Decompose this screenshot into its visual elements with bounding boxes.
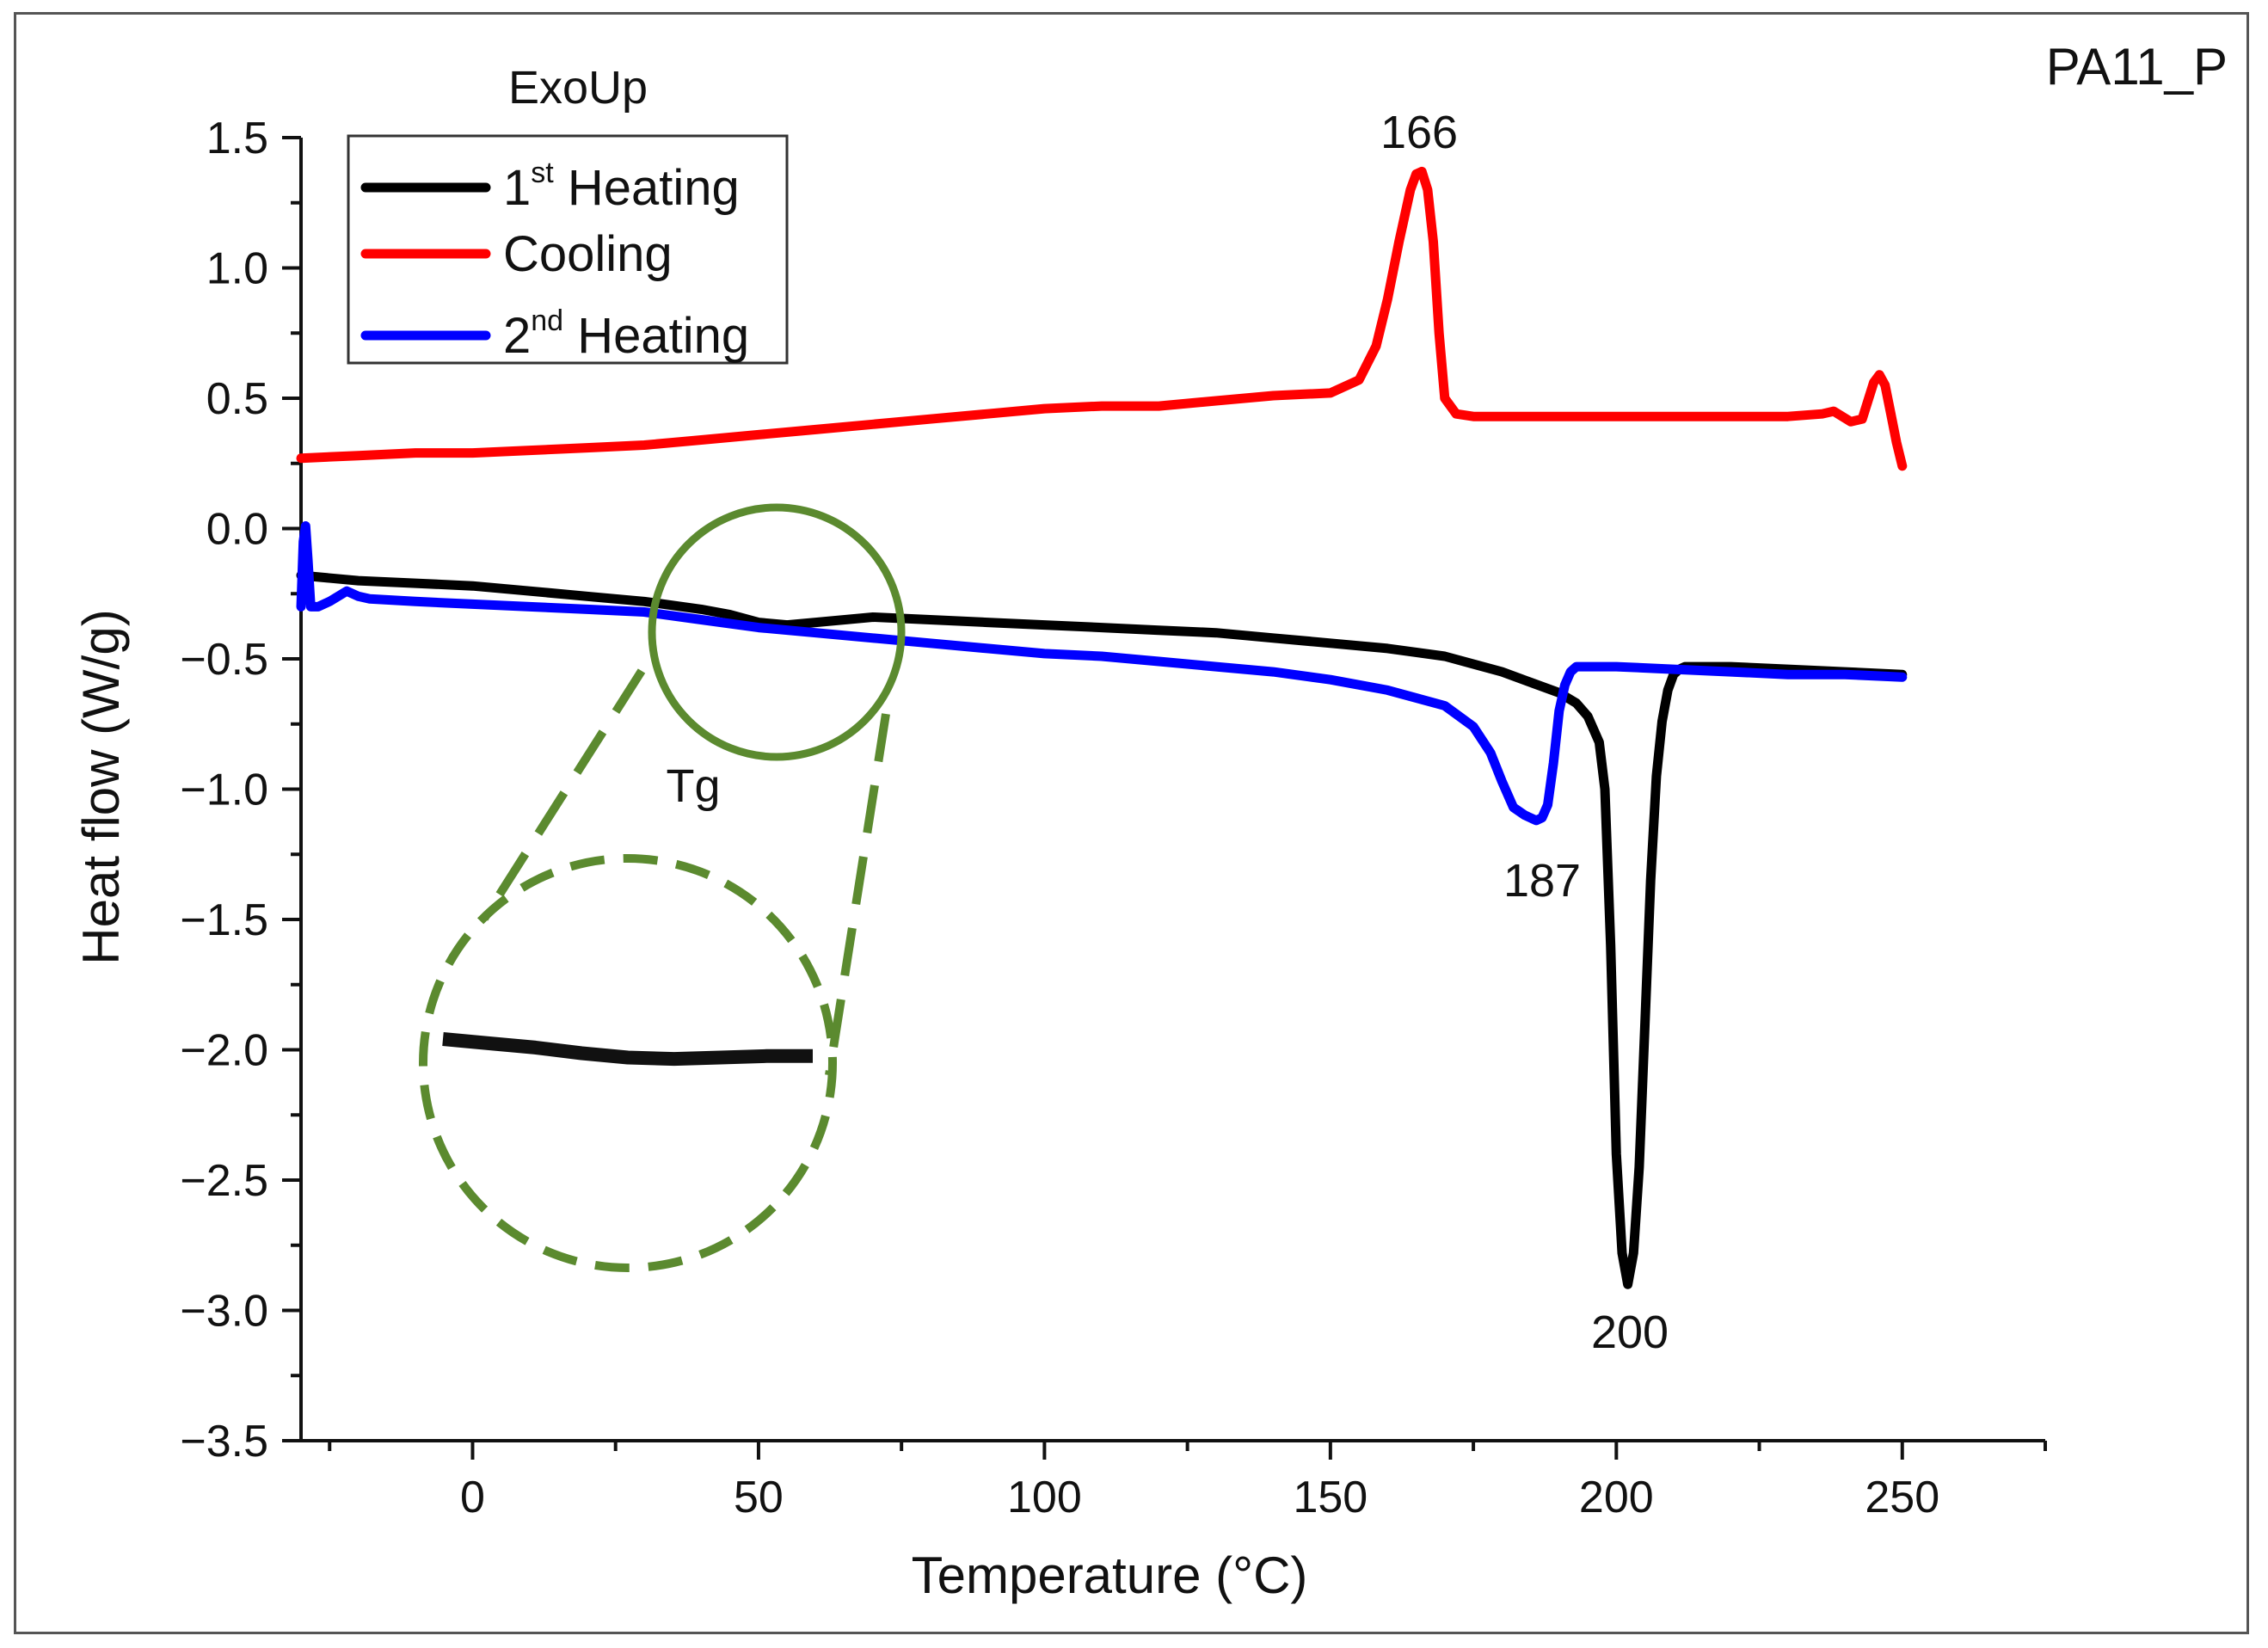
exo-up-label: ExoUp — [508, 62, 648, 114]
y-tick-label: 1.0 — [206, 244, 268, 294]
series-cooling-line — [296, 166, 1908, 471]
x-tick-label: 50 — [734, 1473, 784, 1522]
y-tick-label: −3.5 — [180, 1417, 268, 1467]
y-tick-label: −2.5 — [180, 1156, 268, 1206]
legend-label: 1st Heating — [503, 157, 740, 216]
y-tick-label: −1.5 — [180, 895, 268, 945]
legend-label-main: Cooling — [503, 226, 673, 282]
zoom-guide-right — [825, 713, 890, 1076]
x-tick-label: 250 — [1865, 1473, 1939, 1522]
series-2nd-heating-line — [296, 521, 1908, 826]
tg-zoom-curve — [442, 1032, 813, 1067]
series-layer — [296, 166, 1908, 1289]
y-tick-label: 1.5 — [206, 114, 268, 163]
series-1st-heating-line — [296, 570, 1908, 1289]
annotation-166: 166 — [1380, 107, 1458, 158]
x-tick-label: 200 — [1579, 1473, 1654, 1522]
x-tick-label: 150 — [1293, 1473, 1368, 1522]
legend-label-sup: nd — [531, 304, 563, 337]
x-tick-label: 100 — [1007, 1473, 1082, 1522]
x-axis-title: Temperature (°C) — [912, 1547, 1308, 1604]
annotations: PA11_P ExoUp Temperature (°C) Heat flow … — [72, 38, 2228, 1604]
legend-label-main: 1 — [503, 160, 531, 216]
y-tick-label: −3.0 — [180, 1287, 268, 1337]
legend-label-sup: st — [531, 157, 554, 189]
y-tick-label: −0.5 — [180, 635, 268, 685]
figure-frame — [14, 12, 2249, 1634]
y-tick-label: −1.0 — [180, 766, 268, 815]
y-tick-label: −2.0 — [180, 1026, 268, 1076]
annotation-187: 187 — [1503, 855, 1581, 907]
legend-label: Cooling — [503, 226, 673, 282]
legend-label-rest: Heating — [563, 308, 749, 364]
annotation-tg: Tg — [666, 760, 720, 812]
legend: 1st Heating Cooling 2nd Heating — [347, 134, 789, 365]
y-tick-label: 0.5 — [206, 374, 268, 424]
y-tick-label: 0.0 — [206, 505, 268, 555]
axes: 0 50 100 150 200 250 1.5 1.0 0.5 0.0 −0.5 −1.0 −1.5 −… — [180, 114, 2047, 1522]
corner-label: PA11_P — [2046, 38, 2228, 95]
zoom-guide-left — [480, 668, 646, 921]
tg-inset — [419, 503, 906, 1272]
tg-highlight-circle — [648, 503, 906, 761]
y-axis-title: Heat flow (W/g) — [72, 609, 130, 964]
legend-label: 2nd Heating — [503, 304, 749, 364]
legend-label-main: 2 — [503, 308, 531, 364]
tg-zoom-circle — [419, 854, 837, 1272]
legend-label-rest: Heating — [554, 160, 740, 216]
annotation-200: 200 — [1591, 1307, 1669, 1358]
x-tick-label: 0 — [460, 1473, 485, 1522]
